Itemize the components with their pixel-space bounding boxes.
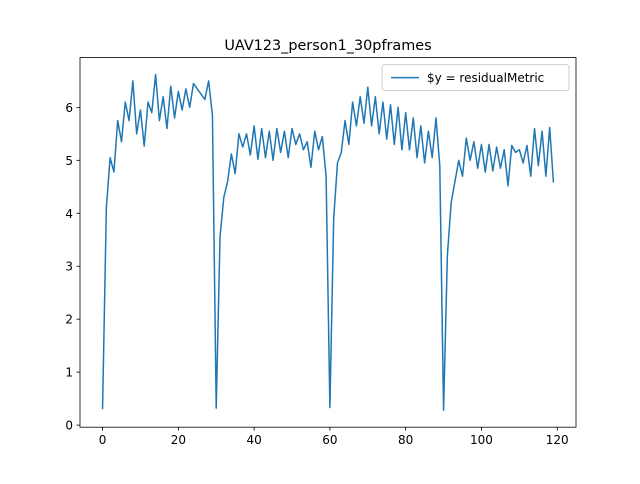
x-tick-label: 100 [470,433,493,447]
x-tick-label: 80 [398,433,413,447]
x-tick-label: 40 [246,433,261,447]
x-tick-label: 20 [171,433,186,447]
y-tick-label: 0 [65,419,73,433]
y-tick-label: 5 [65,154,73,168]
data-line [101,73,555,412]
y-tick-label: 2 [65,313,73,327]
y-tick-label: 1 [65,366,73,380]
legend-box [381,64,570,92]
y-tick-label: 3 [65,260,73,274]
x-tick-label: 0 [99,433,107,447]
y-tick-label: 4 [65,207,73,221]
x-tick-label: 60 [322,433,337,447]
x-tick-label: 120 [546,433,569,447]
legend-label: $y = residualMetric [427,71,544,85]
chart-title: UAV123_person1_30pframes [224,38,431,54]
axes-frame [79,57,577,428]
y-tick-label: 6 [65,101,73,115]
